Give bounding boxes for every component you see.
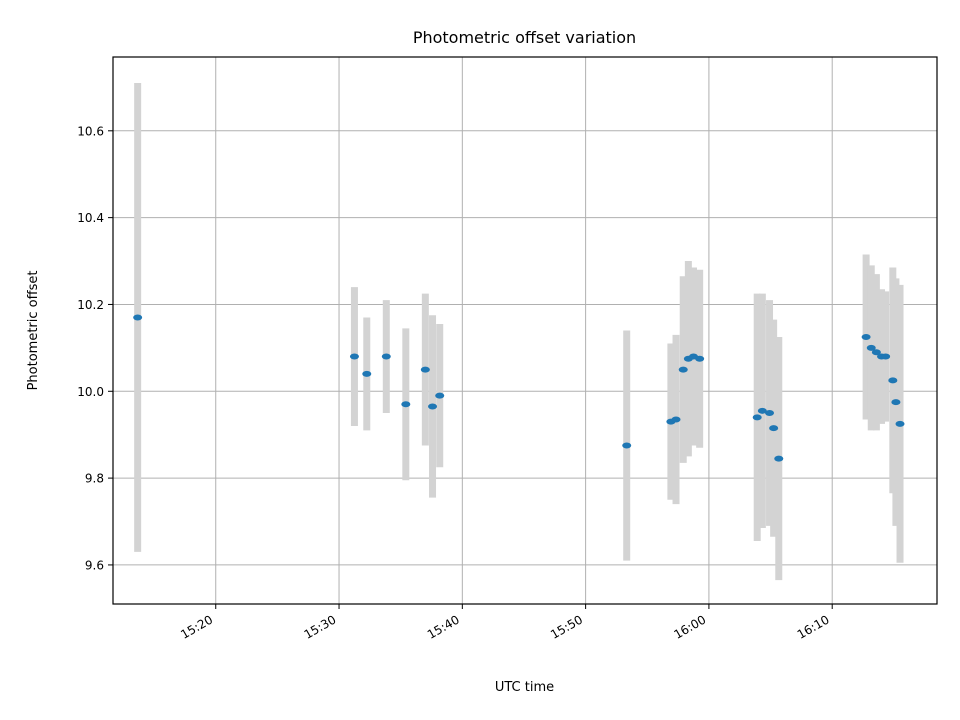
data-point	[671, 416, 681, 423]
x-tick-label: 15:40	[425, 612, 462, 641]
data-point	[362, 370, 372, 377]
chart-title: Photometric offset variation	[413, 28, 636, 47]
data-point	[428, 403, 438, 410]
data-point	[695, 355, 705, 362]
error-bars	[134, 83, 904, 581]
x-tick-label: 15:50	[548, 612, 585, 641]
data-point	[774, 455, 784, 462]
data-point	[752, 414, 762, 421]
data-point	[401, 401, 411, 408]
data-point	[881, 353, 891, 360]
data-point	[895, 420, 905, 427]
data-markers	[133, 314, 905, 462]
data-point	[622, 442, 632, 449]
y-tick-label: 10.0	[77, 385, 104, 399]
data-point	[888, 377, 898, 384]
data-point	[757, 407, 767, 414]
y-tick-label: 10.2	[77, 298, 104, 312]
x-tick-label: 15:30	[302, 612, 339, 641]
grid	[113, 57, 937, 604]
x-tick-label: 16:10	[795, 612, 832, 641]
data-point	[866, 344, 876, 351]
data-point	[861, 334, 871, 341]
plot-area-frame	[112, 56, 938, 605]
data-point	[769, 425, 779, 432]
y-tick-label: 10.4	[77, 211, 104, 225]
data-point	[891, 399, 901, 406]
x-axis-label: UTC time	[495, 680, 554, 695]
x-axis-ticks: 15:20 15:30 15:40 15:50 16:00 16:10	[178, 604, 833, 642]
y-tick-label: 9.6	[85, 558, 104, 572]
data-point	[435, 392, 445, 399]
data-point	[133, 314, 143, 321]
data-point	[420, 366, 430, 373]
data-point	[871, 349, 881, 356]
y-axis-ticks: 9.6 9.8 10.0 10.2 10.4 10.6	[77, 124, 113, 572]
x-tick-label: 15:20	[178, 612, 215, 641]
data-point	[765, 409, 775, 416]
data-point	[349, 353, 359, 360]
data-point	[678, 366, 688, 373]
x-tick-label: 16:00	[671, 612, 708, 641]
y-axis-label: Photometric offset	[26, 271, 41, 391]
y-tick-label: 9.8	[85, 472, 104, 486]
data-point	[381, 353, 391, 360]
y-tick-label: 10.6	[77, 124, 104, 138]
